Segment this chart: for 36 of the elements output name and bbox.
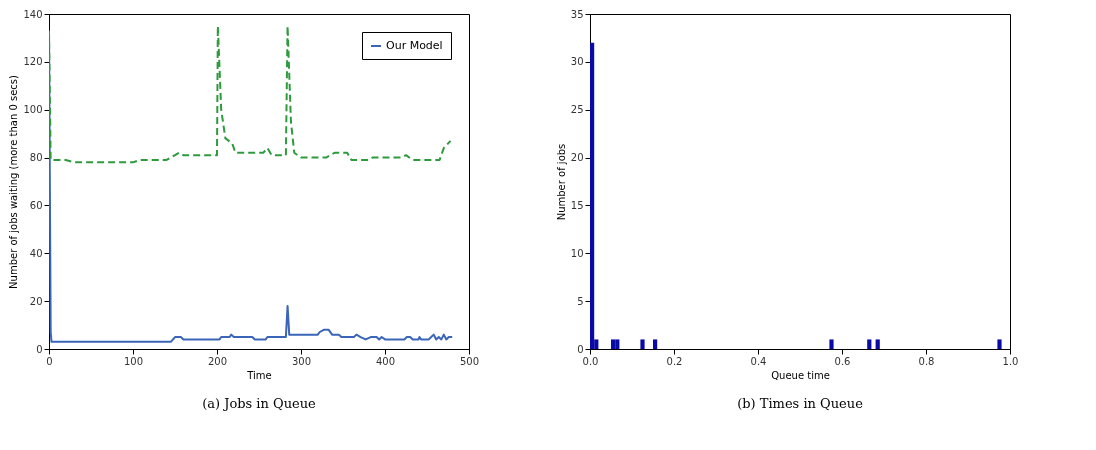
x-tick-label: 100 (123, 355, 144, 367)
y-axis-title: Number of jobs (555, 143, 567, 221)
x-tick-label: 0 (46, 355, 53, 367)
y-tick-label: 5 (577, 295, 584, 307)
legend-label: Our Model (386, 39, 443, 52)
x-tick-label: 0.4 (750, 355, 767, 367)
x-axis-title: Queue time (771, 369, 830, 381)
text: (a) Jobs in Queue (202, 396, 317, 411)
x-tick-label: 200 (207, 355, 228, 367)
line-series (49, 24, 452, 164)
y-tick-label: 140 (23, 8, 43, 20)
text: (b) Times in Queue (737, 396, 864, 411)
x-tick-label: 0.0 (582, 355, 599, 367)
y-tick-label: 25 (570, 104, 584, 116)
y-tick-label: 20 (570, 152, 584, 164)
y-tick-label: 20 (29, 295, 43, 307)
x-tick-label: 300 (291, 355, 312, 367)
x-tick-label: 0.2 (666, 355, 683, 367)
y-tick-label: 30 (570, 56, 584, 68)
x-tick-label: 0.6 (834, 355, 851, 367)
y-tick-label: 10 (570, 247, 584, 259)
x-axis-title: Time (246, 369, 272, 381)
y-tick-label: 60 (29, 199, 43, 211)
y-tick-label: 40 (29, 247, 43, 259)
x-tick-label: 400 (375, 355, 396, 367)
y-tick-label: 80 (29, 152, 43, 164)
y-tick-label: 100 (23, 104, 43, 116)
y-tick-label: 15 (570, 199, 584, 211)
y-tick-label: 0 (36, 343, 43, 355)
x-tick-label: 500 (459, 355, 480, 367)
x-tick-label: 0.8 (918, 355, 935, 367)
y-tick-label: 35 (570, 8, 584, 20)
y-tick-label: 120 (23, 56, 43, 68)
y-tick-label: 0 (577, 343, 584, 355)
y-axis-title: Number of jobs waiting (more than 0 secs) (8, 74, 20, 289)
x-tick-label: 1.0 (1002, 355, 1019, 367)
